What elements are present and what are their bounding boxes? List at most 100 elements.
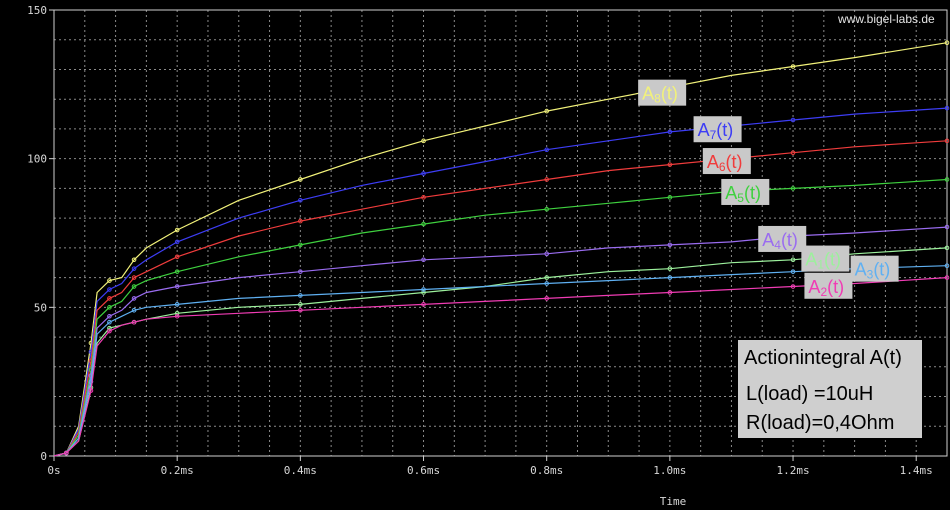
series-line-8 [53, 42, 948, 457]
data-point [131, 257, 137, 263]
data-point [298, 293, 303, 298]
series-label-background [850, 255, 899, 282]
data-point [944, 40, 950, 46]
data-point [174, 269, 180, 274]
data-point [667, 242, 673, 248]
series-label: A7(t) [693, 116, 742, 143]
plot-frame [53, 9, 948, 457]
data-point [944, 275, 950, 280]
data-point [667, 266, 673, 271]
series-label-text: A7(t) [698, 120, 734, 142]
data-point [298, 218, 303, 224]
x-axis-label: Time [660, 495, 687, 508]
data-point [107, 319, 112, 325]
data-point [790, 186, 796, 191]
data-point [944, 138, 950, 144]
axis-ticks: 0s 0.2ms 0.4ms 0.6ms 0.8ms 1.0ms 1.2ms 1.4ms 0 50… [27, 4, 933, 477]
data-point [131, 308, 137, 313]
data-point [107, 296, 112, 301]
data-point [421, 221, 426, 227]
data-point [131, 266, 137, 271]
y-tick-label: 50 [34, 301, 47, 314]
data-point [544, 251, 549, 257]
data-point [131, 275, 137, 280]
data-point [421, 171, 426, 176]
data-point [790, 257, 796, 263]
data-point [544, 275, 549, 280]
data-point [790, 269, 796, 274]
data-point [544, 281, 549, 286]
series-label: A2(t) [804, 272, 853, 299]
data-point [421, 290, 426, 295]
data-point [544, 206, 549, 212]
series-line-6 [53, 140, 948, 457]
data-point [107, 325, 112, 331]
series-label-background [801, 245, 850, 272]
series-label-text: A2(t) [808, 277, 844, 299]
series-label-background [638, 79, 687, 106]
info-title: Actionintegral A(t) [744, 347, 902, 369]
y-tick-label: 100 [27, 153, 47, 166]
data-point [131, 319, 137, 325]
data-point [107, 313, 112, 319]
series-label-text: A5(t) [725, 183, 761, 205]
data-point [174, 254, 180, 260]
data-point [131, 296, 137, 301]
series-label-background [721, 178, 770, 205]
data-point [544, 177, 549, 182]
series-label: A1(t) [801, 245, 850, 272]
data-point [131, 284, 137, 289]
data-point [544, 296, 549, 301]
series-line-2 [53, 277, 948, 457]
series-label: A5(t) [721, 178, 770, 205]
series-labels: A8(t) A7(t) A6(t) A5(t) A4(t) A1(t) A3(t) A2(t) [638, 79, 899, 299]
data-point [944, 224, 950, 230]
series-line-3 [53, 265, 948, 457]
data-point [298, 308, 303, 313]
data-point [174, 239, 180, 245]
series-label: A6(t) [702, 148, 751, 175]
data-point [174, 284, 180, 289]
data-point [790, 64, 796, 69]
x-tick-label: 1.2ms [776, 464, 809, 477]
data-point [421, 138, 426, 144]
series-lines [53, 40, 950, 457]
series-line-4 [53, 226, 948, 457]
data-point [298, 242, 303, 248]
data-point [64, 450, 69, 456]
data-point [174, 227, 180, 233]
series-label-background [693, 116, 742, 143]
data-point [944, 177, 950, 182]
x-tick-label: 0.6ms [407, 464, 440, 477]
info-line-load-resistance: R(load)=0,4Ohm [746, 412, 894, 434]
plot-border [53, 9, 948, 457]
data-point [944, 105, 950, 111]
x-tick-label: 0s [47, 464, 60, 477]
data-point [421, 302, 426, 307]
data-point [298, 302, 303, 307]
x-tick-label: 0.2ms [161, 464, 194, 477]
series-label: A4(t) [758, 225, 807, 252]
series-label-text: A1(t) [805, 250, 841, 272]
info-box: Actionintegral A(t) L(load) =10uH R(load… [738, 340, 922, 438]
series-label: A3(t) [850, 255, 899, 282]
data-point [107, 278, 112, 283]
y-tick-label: 150 [27, 4, 47, 17]
data-point [298, 177, 303, 182]
info-line-load-inductance: L(load) =10uH [746, 383, 873, 405]
series-label-text: A3(t) [855, 260, 891, 282]
series-label-background [702, 148, 751, 175]
x-tick-label: 1.0ms [653, 464, 686, 477]
data-point [944, 263, 950, 269]
watermark: www.bigel-labs.de [837, 12, 935, 26]
data-point [667, 129, 673, 135]
data-point [421, 195, 426, 200]
data-point [174, 310, 180, 316]
data-point [667, 275, 673, 280]
series-label-text: A4(t) [762, 230, 798, 252]
series-label: A8(t) [638, 79, 687, 106]
series-label-text: A6(t) [707, 152, 743, 174]
data-point [544, 108, 549, 114]
data-point [544, 147, 549, 153]
